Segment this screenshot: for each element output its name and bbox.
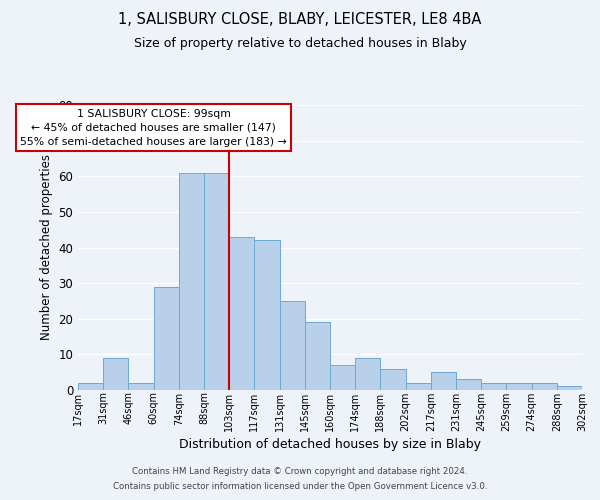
Bar	[532, 383, 557, 390]
Text: Size of property relative to detached houses in Blaby: Size of property relative to detached ho…	[134, 38, 466, 51]
X-axis label: Distribution of detached houses by size in Blaby: Distribution of detached houses by size …	[179, 438, 481, 450]
Bar	[481, 383, 506, 390]
Bar	[78, 383, 103, 390]
Bar	[128, 383, 154, 390]
Bar	[254, 240, 280, 390]
Bar	[380, 368, 406, 390]
Bar	[305, 322, 330, 390]
Text: Contains public sector information licensed under the Open Government Licence v3: Contains public sector information licen…	[113, 482, 487, 491]
Bar	[330, 365, 355, 390]
Bar	[229, 237, 254, 390]
Y-axis label: Number of detached properties: Number of detached properties	[40, 154, 53, 340]
Bar	[506, 383, 532, 390]
Text: Contains HM Land Registry data © Crown copyright and database right 2024.: Contains HM Land Registry data © Crown c…	[132, 467, 468, 476]
Text: 1 SALISBURY CLOSE: 99sqm
← 45% of detached houses are smaller (147)
55% of semi-: 1 SALISBURY CLOSE: 99sqm ← 45% of detach…	[20, 108, 287, 146]
Bar	[204, 172, 229, 390]
Bar	[280, 301, 305, 390]
Bar	[456, 380, 481, 390]
Bar	[103, 358, 128, 390]
Bar	[431, 372, 456, 390]
Bar	[557, 386, 582, 390]
Bar	[154, 286, 179, 390]
Text: 1, SALISBURY CLOSE, BLABY, LEICESTER, LE8 4BA: 1, SALISBURY CLOSE, BLABY, LEICESTER, LE…	[118, 12, 482, 28]
Bar	[406, 383, 431, 390]
Bar	[179, 172, 204, 390]
Bar	[355, 358, 380, 390]
